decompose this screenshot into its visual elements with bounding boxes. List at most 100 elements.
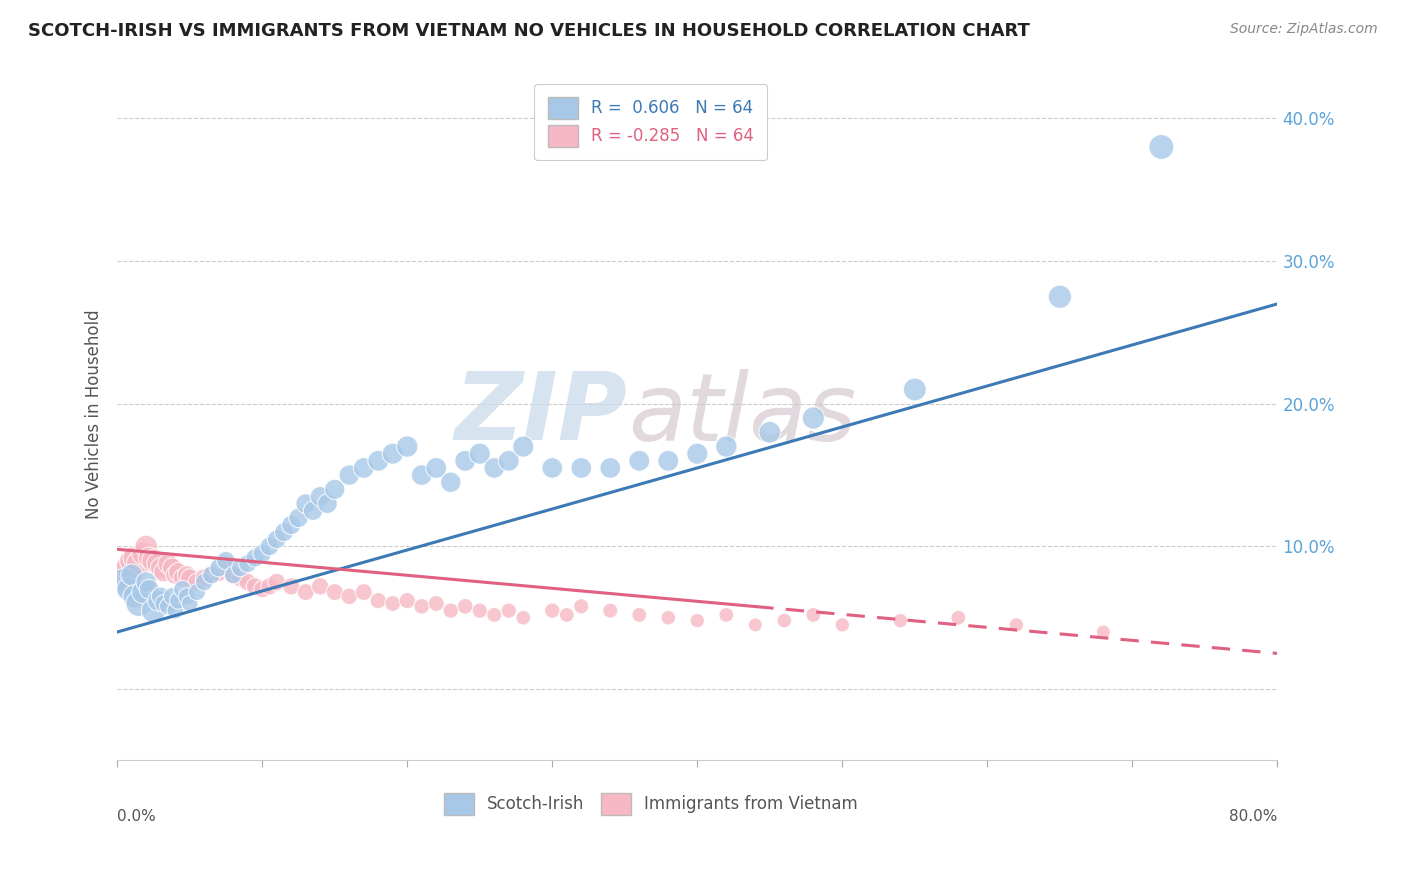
Point [367, 593, 389, 607]
Point [599, 604, 621, 618]
Point [1092, 625, 1115, 640]
Point [744, 618, 766, 632]
Point [114, 568, 136, 582]
Point [468, 447, 491, 461]
Point [381, 447, 404, 461]
Point [569, 599, 592, 614]
Point [259, 540, 281, 554]
Point [179, 597, 201, 611]
Point [440, 604, 463, 618]
Point [118, 582, 141, 597]
Point [222, 568, 245, 582]
Point [118, 561, 141, 575]
Point [831, 618, 853, 632]
Point [716, 440, 738, 454]
Point [266, 575, 288, 590]
Point [124, 550, 146, 565]
Point [142, 554, 165, 568]
Point [222, 568, 245, 582]
Point [132, 547, 155, 561]
Text: atlas: atlas [627, 369, 856, 460]
Point [186, 575, 208, 590]
Point [142, 604, 165, 618]
Point [172, 582, 194, 597]
Point [657, 611, 679, 625]
Point [114, 575, 136, 590]
Point [309, 490, 332, 504]
Point [165, 568, 187, 582]
Point [243, 550, 266, 565]
Point [208, 561, 231, 575]
Point [193, 571, 215, 585]
Y-axis label: No Vehicles in Household: No Vehicles in Household [86, 310, 103, 519]
Text: Source: ZipAtlas.com: Source: ZipAtlas.com [1230, 22, 1378, 37]
Point [468, 604, 491, 618]
Point [176, 590, 198, 604]
Point [167, 565, 190, 579]
Point [773, 614, 796, 628]
Point [1150, 140, 1173, 154]
Point [200, 568, 222, 582]
Point [948, 611, 970, 625]
Point [273, 525, 295, 540]
Point [686, 447, 709, 461]
Point [156, 599, 179, 614]
Point [287, 511, 309, 525]
Point [904, 383, 927, 397]
Legend: Scotch-Irish, Immigrants from Vietnam: Scotch-Irish, Immigrants from Vietnam [437, 787, 865, 822]
Point [162, 561, 184, 575]
Point [628, 607, 651, 622]
Point [162, 590, 184, 604]
Point [146, 593, 169, 607]
Point [135, 575, 157, 590]
Text: ZIP: ZIP [454, 368, 627, 460]
Point [323, 585, 346, 599]
Point [801, 607, 824, 622]
Point [146, 557, 169, 571]
Point [229, 571, 252, 585]
Point [138, 582, 160, 597]
Point [280, 579, 302, 593]
Point [302, 504, 325, 518]
Point [124, 590, 146, 604]
Point [323, 483, 346, 497]
Point [179, 571, 201, 585]
Point [411, 599, 433, 614]
Point [889, 614, 911, 628]
Point [152, 565, 174, 579]
Point [512, 440, 534, 454]
Point [266, 533, 288, 547]
Point [138, 550, 160, 565]
Point [396, 593, 419, 607]
Point [215, 561, 238, 575]
Point [156, 557, 179, 571]
Point [801, 411, 824, 425]
Point [294, 497, 316, 511]
Point [498, 454, 520, 468]
Text: 80.0%: 80.0% [1229, 809, 1278, 824]
Point [167, 593, 190, 607]
Point [229, 561, 252, 575]
Point [541, 604, 564, 618]
Point [454, 454, 477, 468]
Point [135, 540, 157, 554]
Point [152, 597, 174, 611]
Point [294, 585, 316, 599]
Text: SCOTCH-IRISH VS IMMIGRANTS FROM VIETNAM NO VEHICLES IN HOUSEHOLD CORRELATION CHA: SCOTCH-IRISH VS IMMIGRANTS FROM VIETNAM … [28, 22, 1031, 40]
Point [1049, 290, 1071, 304]
Point [454, 599, 477, 614]
Point [440, 475, 463, 490]
Point [243, 579, 266, 593]
Point [259, 579, 281, 593]
Point [498, 604, 520, 618]
Point [172, 571, 194, 585]
Point [316, 497, 339, 511]
Point [425, 597, 447, 611]
Point [121, 554, 143, 568]
Point [149, 561, 172, 575]
Point [396, 440, 419, 454]
Point [250, 547, 273, 561]
Point [484, 461, 506, 475]
Point [200, 568, 222, 582]
Point [132, 585, 155, 599]
